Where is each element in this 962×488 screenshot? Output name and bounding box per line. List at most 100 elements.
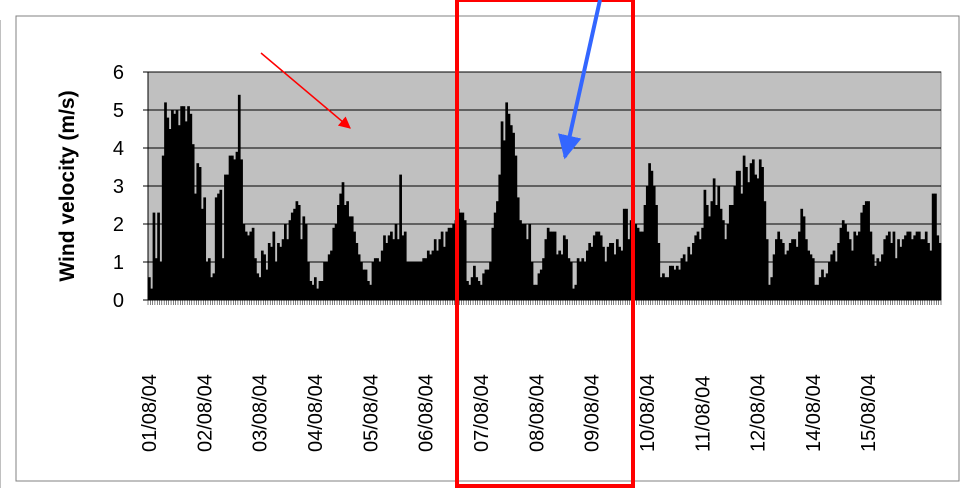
bar: [288, 220, 292, 300]
bar: [491, 227, 495, 300]
x-tick-label: 07/08/04: [471, 374, 493, 452]
x-tick-label: 12/08/04: [748, 374, 770, 452]
y-tick-label: 4: [113, 138, 124, 160]
bar: [735, 170, 739, 300]
bar: [915, 231, 919, 300]
bar: [906, 231, 910, 300]
bar: [562, 235, 566, 300]
y-tick-label: 1: [113, 252, 124, 274]
bar: [763, 201, 767, 300]
bar: [311, 284, 315, 300]
bar: [270, 246, 273, 300]
bar: [436, 250, 439, 300]
bar: [394, 224, 398, 300]
bar: [380, 250, 384, 300]
bar: [574, 284, 578, 300]
bar: [516, 197, 520, 300]
bar: [705, 205, 709, 300]
bar: [364, 269, 368, 300]
bar: [733, 186, 737, 300]
bar: [498, 174, 502, 300]
bar: [549, 231, 552, 300]
bar: [390, 231, 393, 300]
bar: [936, 235, 940, 300]
bar: [201, 208, 204, 300]
y-axis-label: Wind velocity (m/s): [56, 90, 79, 281]
bar: [357, 254, 361, 300]
bar: [551, 231, 555, 300]
bar: [832, 250, 836, 300]
bar: [205, 262, 209, 300]
bar: [509, 125, 513, 300]
bar: [470, 277, 474, 300]
bar: [443, 246, 446, 300]
bar: [627, 239, 631, 300]
bar: [452, 224, 455, 300]
bar: [588, 243, 592, 300]
bar: [687, 246, 691, 300]
bar: [560, 254, 564, 300]
bar: [703, 189, 707, 300]
bar: [408, 262, 412, 300]
bar: [307, 262, 310, 300]
bar: [606, 246, 610, 300]
bar: [675, 265, 679, 300]
bar: [410, 262, 414, 300]
bar: [708, 216, 711, 300]
bar: [256, 273, 260, 300]
bar: [210, 277, 213, 300]
bar: [348, 216, 352, 300]
bar: [811, 258, 815, 300]
bar: [413, 262, 416, 300]
bar: [449, 227, 453, 300]
bar: [260, 250, 264, 300]
bar: [546, 227, 550, 300]
x-tick-label: 05/08/04: [360, 374, 382, 452]
bar: [173, 113, 177, 300]
bar: [579, 262, 582, 300]
bar: [293, 208, 296, 300]
red-arrow: [260, 52, 351, 129]
bar: [226, 174, 230, 300]
x-tick-label: 01/08/04: [139, 374, 161, 452]
bar: [362, 269, 366, 300]
bar: [883, 239, 887, 300]
bar: [911, 239, 914, 300]
bar: [332, 227, 336, 300]
bar: [286, 239, 290, 300]
bar: [230, 155, 234, 300]
bar: [445, 231, 449, 300]
bar: [583, 262, 587, 300]
bar: [396, 239, 400, 300]
bar: [367, 281, 370, 300]
bar: [742, 155, 746, 300]
bar: [620, 250, 624, 300]
bar: [694, 235, 698, 300]
bar: [152, 212, 156, 300]
bar: [343, 205, 347, 300]
axes: [143, 71, 942, 305]
bar: [532, 284, 536, 300]
x-tick-label: 03/08/04: [250, 374, 272, 452]
bar: [934, 193, 937, 300]
bar: [765, 239, 769, 300]
bar: [337, 205, 340, 300]
bar: [887, 231, 891, 300]
bar: [316, 288, 319, 300]
bar: [597, 231, 601, 300]
bar: [809, 254, 813, 300]
bar: [719, 208, 723, 300]
bar: [214, 197, 218, 300]
bar: [558, 250, 562, 300]
x-tick-label: 14/08/04: [803, 374, 825, 452]
bar: [523, 224, 527, 300]
bar: [295, 201, 299, 300]
bar: [871, 254, 875, 300]
bar: [862, 205, 866, 300]
bar: [477, 281, 481, 300]
bar: [929, 250, 933, 300]
bar: [740, 193, 744, 300]
bar: [422, 258, 426, 300]
bar: [611, 243, 615, 300]
bar: [648, 163, 651, 300]
